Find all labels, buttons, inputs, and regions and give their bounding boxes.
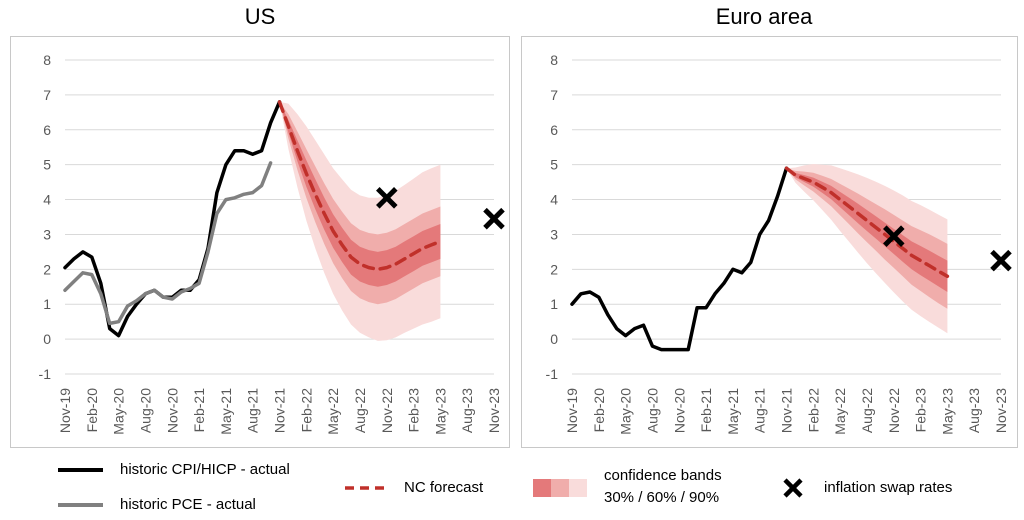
ea-y-tick-label: 4 [550, 192, 558, 208]
us-x-tick-label: Feb-23 [406, 388, 422, 433]
us-series-forecast-line [277, 100, 443, 272]
us-y-tick-label: 2 [43, 261, 51, 277]
ea-x-tick-label: Feb-21 [698, 388, 714, 433]
ea-x-tick-label: Nov-19 [564, 388, 580, 433]
us-y-tick-label: 8 [43, 52, 51, 68]
ea-y-tick-label: 0 [550, 331, 558, 347]
us-x-tick-label: May-21 [218, 388, 234, 435]
ea-plot: -1 0 1 2 3 4 5 6 7 8 Nov-19 Feb-20 May-20 Aug-20 Nov-2… [546, 52, 1012, 435]
ea-confidence-band-90 [786, 164, 948, 334]
legend-swatches [58, 468, 803, 507]
us-x-tick-label: Nov-20 [164, 388, 180, 433]
us-x-tick-label: May-23 [432, 388, 448, 435]
us-y-tick-label: -1 [39, 366, 52, 382]
us-y-tick-label: 4 [43, 192, 51, 208]
euro-area-chart-title: Euro area [715, 4, 813, 29]
us-x-tick-label: Feb-20 [84, 388, 100, 433]
us-y-tick-label: 1 [43, 296, 51, 312]
us-chart-title: US [244, 4, 276, 29]
marker-stroke [990, 249, 1012, 272]
ea-confidence-band-60 [786, 168, 948, 309]
legend-swap-marker [783, 478, 803, 498]
ea-y-tick-label: 8 [550, 52, 558, 68]
us-x-tick-label: Aug-23 [459, 388, 475, 433]
us-x-tick-label: Nov-23 [486, 388, 502, 433]
legend-pce-label: historic PCE - actual [120, 496, 256, 513]
ea-y-tick-label: 1 [550, 296, 558, 312]
ea-y-tick-label: -1 [546, 366, 559, 382]
ea-y-tick-label: 7 [550, 87, 558, 103]
marker-stroke [883, 225, 905, 247]
us-y-tick-label: 3 [43, 226, 51, 242]
ea-x-tick-label: May-22 [832, 388, 848, 435]
us-confidence-band-30 [279, 101, 441, 287]
us-x-tick-label: Aug-21 [245, 388, 261, 433]
ea-x-tick-label: Aug-23 [966, 388, 982, 433]
legend-band-30-swatch [533, 479, 551, 497]
us-x-tick-label: Nov-21 [272, 388, 288, 433]
us-swap-rate-marker [483, 207, 505, 230]
marker-stroke [483, 207, 505, 230]
us-y-tick-label: 7 [43, 87, 51, 103]
ea-x-tick-label: May-23 [939, 388, 955, 435]
ea-series-forecast-line [784, 166, 950, 279]
ea-series-cpi-line [570, 166, 789, 352]
ea-y-tick-label: 2 [550, 261, 558, 277]
us-x-tick-label: Nov-19 [57, 388, 73, 433]
ea-x-tick-label: Nov-20 [671, 388, 687, 433]
ea-y-tick-label: 3 [550, 226, 558, 242]
us-swap-rate-marker [376, 187, 398, 209]
us-plot: -1 0 1 2 3 4 5 6 7 8 Nov-19 Feb-20 May-20 Aug-20 Nov-2… [39, 52, 505, 435]
legend-band-90-swatch [569, 479, 587, 497]
us-x-tick-label: Nov-22 [379, 388, 395, 433]
us-x-tick-label: May-22 [325, 388, 341, 435]
ea-y-tick-label: 6 [550, 122, 558, 138]
ea-y-tick-label: 5 [550, 157, 558, 173]
ea-swap-rate-marker [883, 225, 905, 247]
us-series-pce-line [63, 161, 273, 326]
euro-area-chart-panel [521, 36, 1018, 448]
ea-x-tick-label: Nov-22 [886, 388, 902, 433]
us-y-tick-label: 0 [43, 331, 51, 347]
ea-x-tick-label: May-20 [618, 388, 634, 435]
us-x-tick-label: Feb-21 [191, 388, 207, 433]
ea-x-tick-label: Feb-22 [805, 388, 821, 433]
us-x-tick-label: May-20 [111, 388, 127, 435]
legend-bands-title: confidence bands [604, 467, 722, 484]
legend-swap-label: inflation swap rates [824, 479, 953, 496]
ea-x-tick-label: Aug-22 [859, 388, 875, 433]
us-x-tick-label: Feb-22 [298, 388, 314, 433]
us-y-tick-label: 6 [43, 122, 51, 138]
legend-band-60-swatch [551, 479, 569, 497]
ea-x-tick-label: May-21 [725, 388, 741, 435]
ea-swap-rate-marker [990, 249, 1012, 272]
legend-cpi-label: historic CPI/HICP - actual [120, 461, 290, 478]
us-x-tick-label: Aug-22 [352, 388, 368, 433]
legend-bands-levels: 30% / 60% / 90% [604, 489, 720, 506]
us-x-tick-label: Aug-20 [137, 388, 153, 433]
ea-confidence-band-30 [786, 168, 948, 292]
legend-forecast-label: NC forecast [404, 479, 484, 496]
marker-stroke [376, 187, 398, 209]
ea-x-tick-label: Nov-21 [779, 388, 795, 433]
ea-x-tick-label: Nov-23 [993, 388, 1009, 433]
ea-x-tick-label: Feb-20 [591, 388, 607, 433]
us-chart-panel [10, 36, 510, 448]
ea-x-tick-label: Feb-23 [913, 388, 929, 433]
us-y-tick-label: 5 [43, 157, 51, 173]
ea-x-tick-label: Aug-21 [752, 388, 768, 433]
ea-x-tick-label: Aug-20 [644, 388, 660, 433]
